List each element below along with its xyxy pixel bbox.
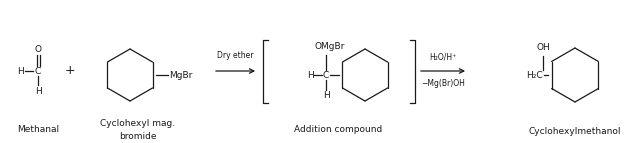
Text: Cyclohexyl mag.
bromide: Cyclohexyl mag. bromide bbox=[100, 119, 176, 141]
Text: Cyclohexylmethanol: Cyclohexylmethanol bbox=[529, 128, 621, 137]
Text: −Mg(Br)OH: −Mg(Br)OH bbox=[421, 79, 465, 88]
Text: H: H bbox=[307, 70, 313, 80]
Text: MgBr: MgBr bbox=[169, 70, 192, 80]
Text: H₂O/H⁺: H₂O/H⁺ bbox=[429, 52, 457, 61]
Text: C: C bbox=[323, 70, 329, 80]
Text: +: + bbox=[64, 64, 75, 78]
Text: Addition compound: Addition compound bbox=[294, 126, 382, 135]
Text: H: H bbox=[35, 87, 41, 96]
Text: Dry ether: Dry ether bbox=[217, 51, 254, 60]
Text: H₂C: H₂C bbox=[526, 70, 543, 80]
Text: O: O bbox=[35, 44, 42, 53]
Text: C: C bbox=[35, 66, 41, 76]
Text: H: H bbox=[322, 91, 329, 100]
Text: OH: OH bbox=[536, 43, 550, 52]
Text: OMgBr: OMgBr bbox=[315, 42, 345, 51]
Text: H: H bbox=[18, 66, 25, 76]
Text: Methanal: Methanal bbox=[17, 126, 59, 135]
